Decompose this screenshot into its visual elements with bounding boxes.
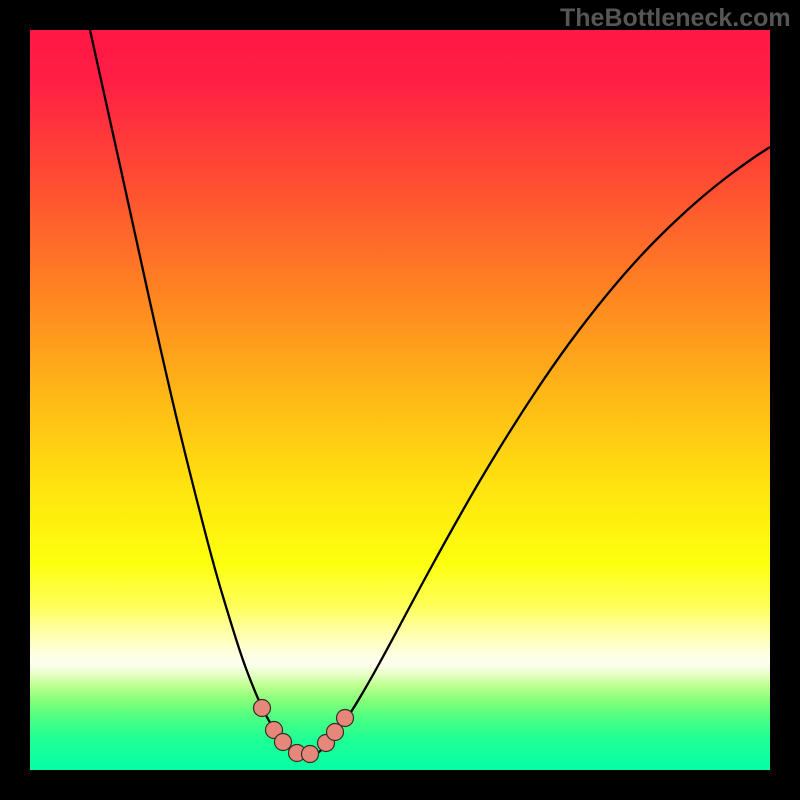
gradient-background — [30, 30, 770, 770]
chart-svg — [30, 30, 770, 770]
data-marker — [337, 710, 354, 727]
data-marker — [254, 700, 271, 717]
data-marker — [275, 734, 292, 751]
watermark-text: TheBottleneck.com — [560, 4, 791, 33]
plot-area — [30, 30, 770, 770]
data-marker — [302, 746, 319, 763]
